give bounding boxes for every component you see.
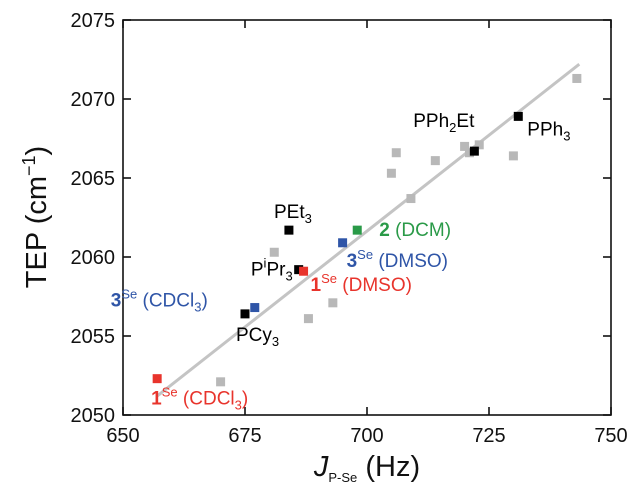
y-tick-label: 2050 (71, 405, 116, 427)
label-part: 1 (311, 275, 322, 296)
point-label-c2-dcm: 2 (DCM) (379, 220, 451, 241)
y-tick-label: 2075 (71, 10, 116, 32)
reference-point-7 (430, 156, 440, 166)
label-part: (CDCl (137, 291, 194, 312)
label-part: Se (162, 385, 178, 400)
x-tick-label: 725 (472, 425, 505, 447)
x-tick-label: 700 (350, 425, 383, 447)
data-point-c3-cdcl3 (250, 303, 260, 313)
point-label-pet3: PEt3 (274, 202, 312, 226)
reference-point-3 (328, 298, 338, 308)
label-part: 3 (194, 300, 201, 315)
label-part: Pr (266, 260, 286, 281)
label-part: 3 (272, 334, 279, 349)
reference-point-1 (269, 247, 279, 257)
label-part: 1 (151, 389, 162, 410)
reference-point-4 (386, 168, 396, 178)
plot-area (152, 63, 582, 398)
point-label-c1-dmso: 1Se (DMSO) (311, 271, 412, 296)
label-part: 3 (111, 291, 122, 312)
label-part: 3 (235, 398, 242, 413)
data-point-pph2et (469, 146, 479, 156)
data-point-pet3 (284, 225, 294, 235)
reference-point-5 (391, 148, 401, 158)
label-part: 2 (449, 120, 456, 135)
reference-point-9 (464, 148, 474, 158)
reference-point-12 (572, 73, 582, 83)
label-part: PPh (527, 119, 563, 140)
x-tick-label: 675 (228, 425, 261, 447)
data-point-c2-dcm (352, 225, 362, 235)
label-part: ) (242, 389, 248, 410)
y-tick-label: 2060 (71, 247, 116, 269)
label-part: (DMSO) (373, 251, 448, 272)
label-part: (DMSO) (337, 275, 412, 296)
label-part: 3 (347, 251, 358, 272)
y-tick-label: 2065 (71, 168, 116, 190)
label-part: Se (321, 271, 337, 286)
x-tick-label: 650 (106, 425, 139, 447)
data-point-c1-cdcl3 (152, 374, 162, 384)
point-label-pph3: PPh3 (527, 119, 570, 143)
y-tick-label: 2055 (71, 326, 116, 348)
label-part: Se (357, 247, 373, 262)
label-part: PEt (274, 202, 305, 223)
label-part: i (264, 256, 267, 271)
label-part: 3 (563, 128, 570, 143)
label-part: P (251, 260, 264, 281)
x-tick-label: 750 (594, 425, 627, 447)
point-label-c3-cdcl3: 3Se (CDCl3) (111, 287, 208, 315)
point-label-pph2et: PPh2Et (413, 111, 475, 135)
data-point-c1-dmso (299, 266, 309, 276)
reference-point-11 (508, 151, 518, 161)
x-axis-title: JP-Se (Hz) (313, 451, 420, 485)
data-point-c3-dmso (338, 238, 348, 248)
data-point-pph3 (513, 111, 523, 121)
plot-frame (122, 19, 612, 416)
reference-point-6 (406, 194, 416, 204)
label-part: 3 (305, 211, 312, 226)
point-label-c3-dmso: 3Se (DMSO) (347, 247, 448, 272)
data-point-pcy3 (240, 309, 250, 319)
label-part: PPh (413, 111, 449, 132)
fit-line (156, 63, 581, 398)
reference-point-8 (460, 141, 470, 151)
point-label-pcy3: PCy3 (236, 325, 279, 349)
label-part: ) (201, 291, 207, 312)
reference-point-0 (216, 377, 226, 387)
label-part: Se (121, 287, 137, 302)
label-part: 2 (379, 220, 390, 241)
label-part: (DCM) (390, 220, 451, 241)
point-label-c1-cdcl3: 1Se (CDCl3) (151, 385, 248, 413)
label-part: Et (456, 111, 475, 132)
y-tick-label: 2070 (71, 89, 116, 111)
axis-ticks: 650 675 700 725 750 2050 2055 2060 2065 2070 2075 (71, 10, 628, 447)
label-part: 3 (285, 269, 292, 284)
reference-point-2 (303, 314, 313, 324)
label-part: PCy (236, 325, 272, 346)
label-part: (CDCl (178, 389, 235, 410)
data-point-pipr3 (294, 265, 304, 275)
reference-point-10 (474, 140, 484, 150)
point-label-pipr3: PiPr3 (251, 256, 293, 284)
y-axis-title: TEP (cm−1) (19, 146, 53, 288)
